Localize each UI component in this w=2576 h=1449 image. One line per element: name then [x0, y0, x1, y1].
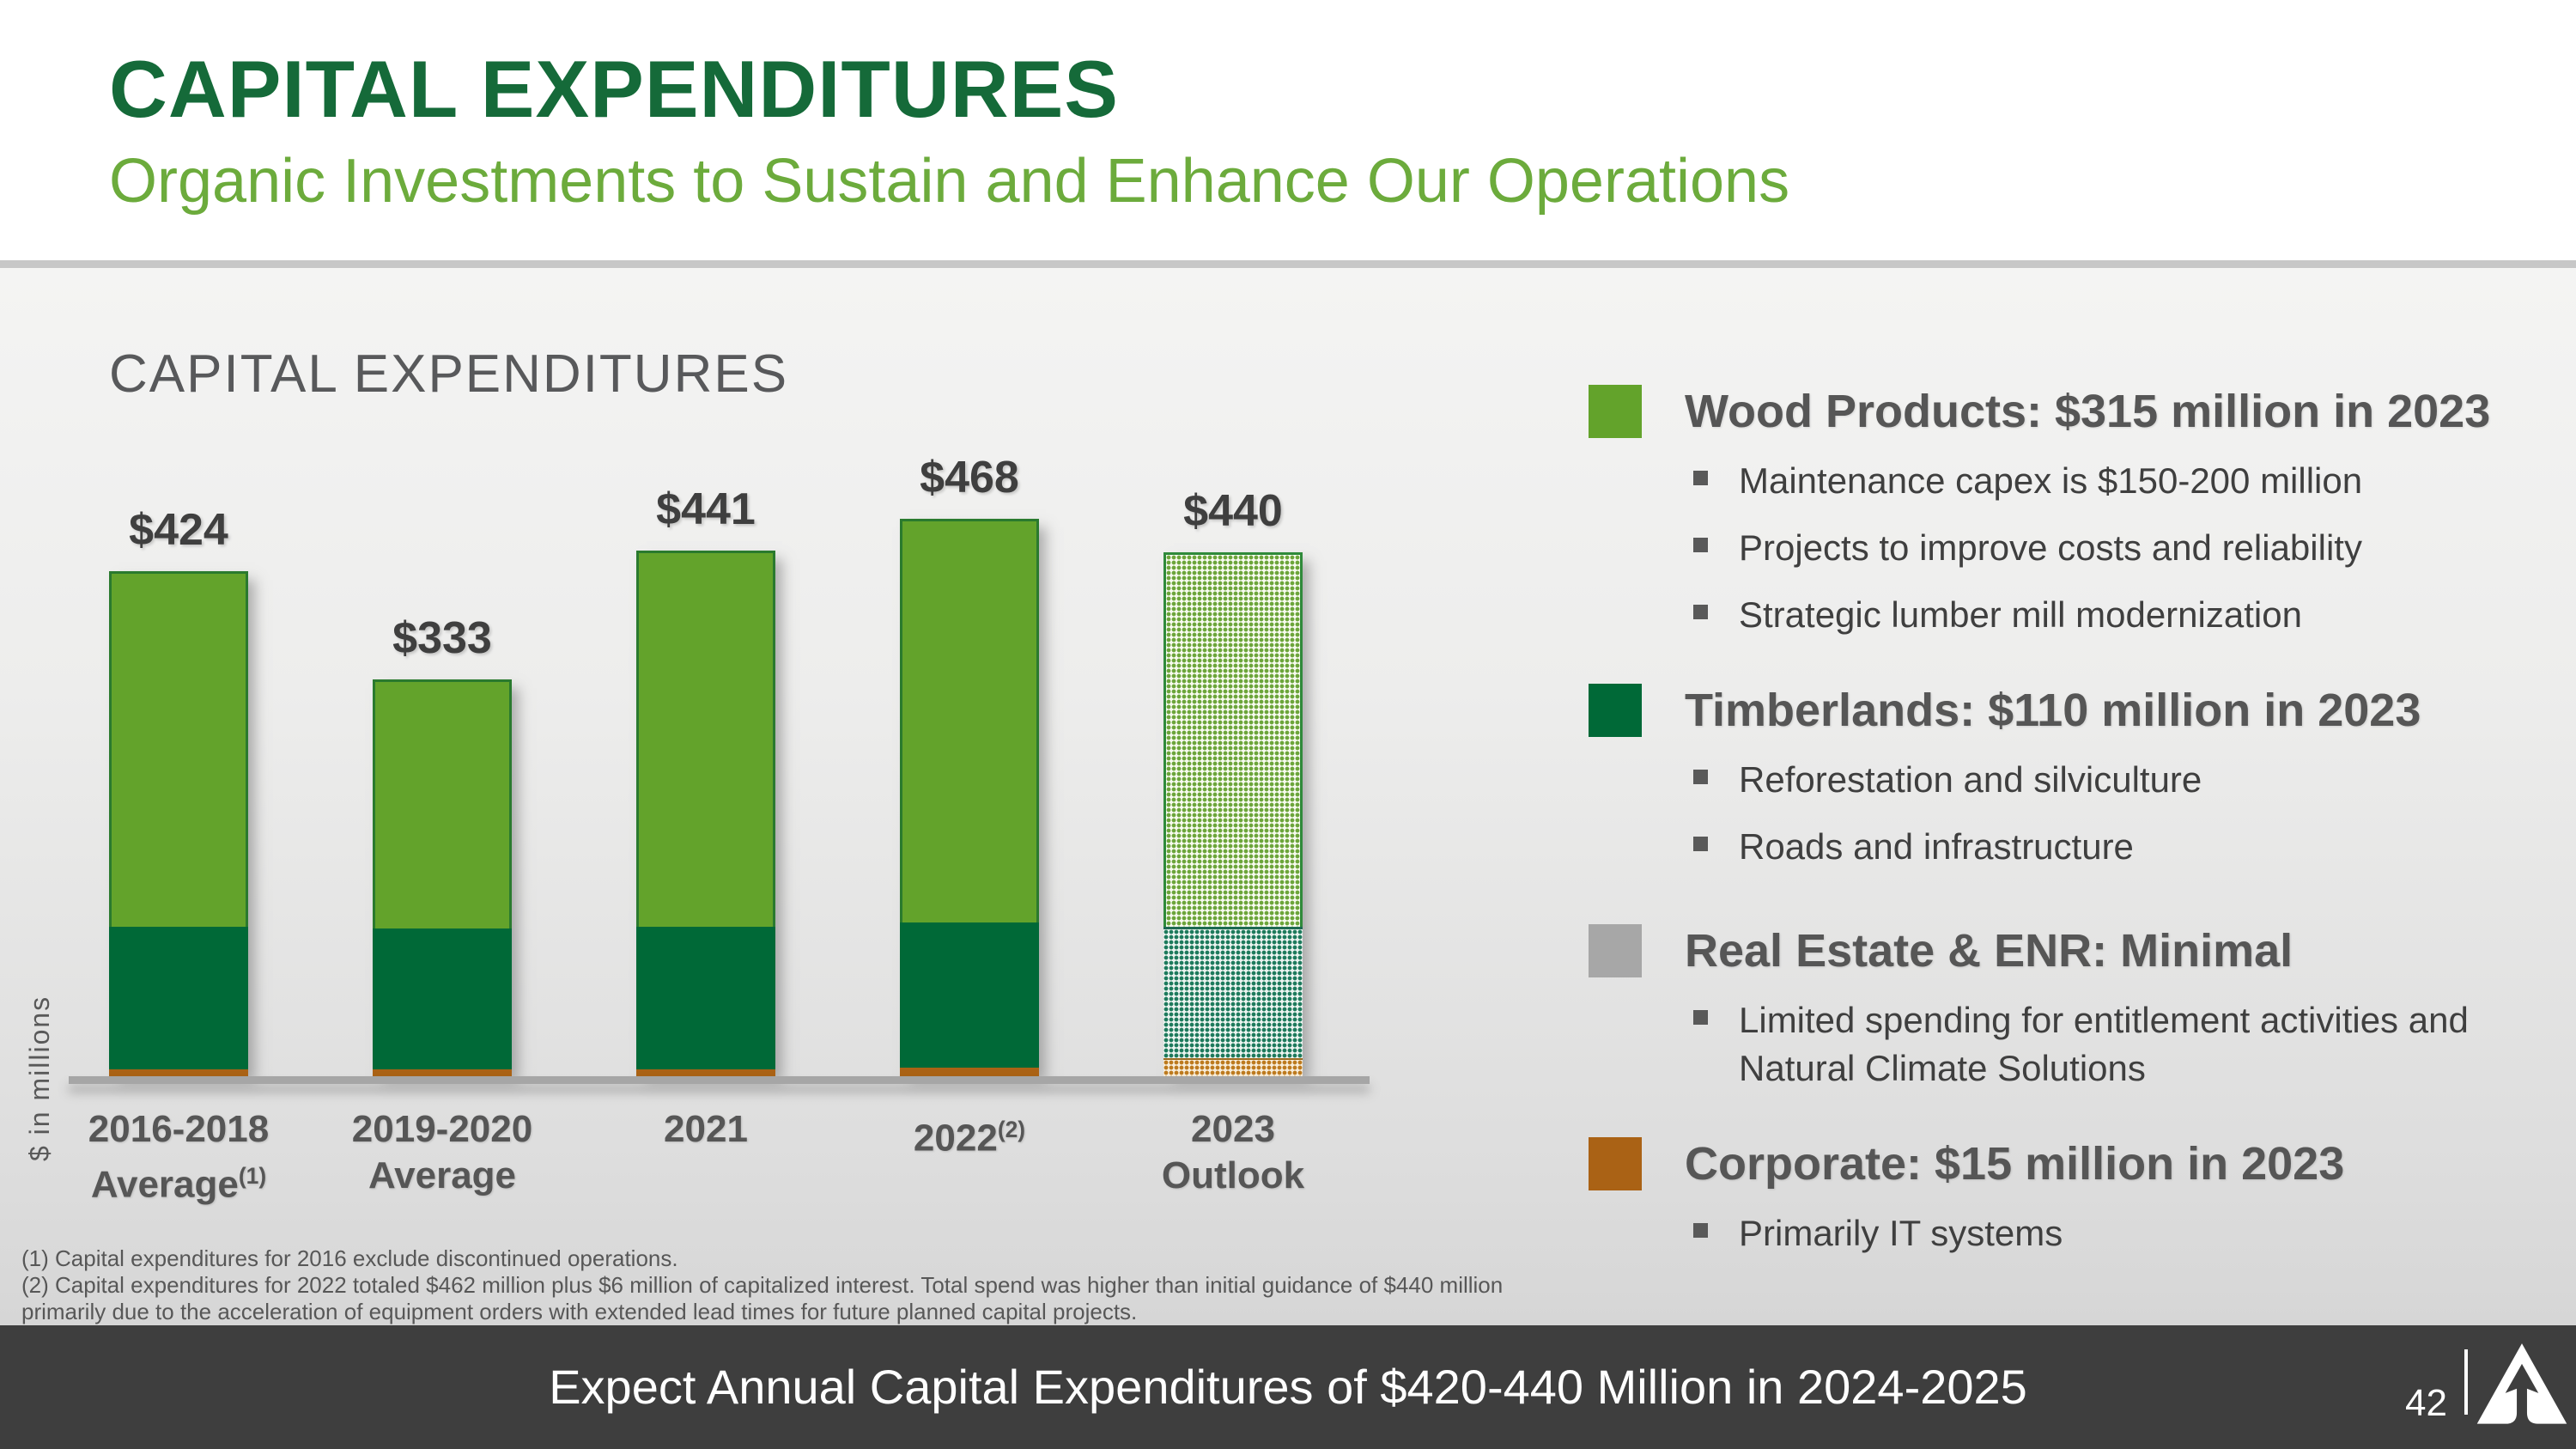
bar-segment-wood-products: [373, 679, 512, 928]
bar-value-label: $440: [1183, 486, 1283, 536]
chart-legend: Wood Products: $315 million in 2023 Main…: [1589, 385, 2576, 1302]
bar-segment-corporate: [109, 1069, 248, 1076]
legend-header: Wood Products: $315 million in 2023: [1685, 386, 2491, 437]
bar-segment-wood-products: [636, 551, 775, 927]
legend-item-real-estate-enr: Real Estate & ENR: Minimal Limited spend…: [1589, 924, 2576, 1093]
page-title: CAPITAL EXPENDITURES: [109, 44, 1119, 134]
bar-segment-timberlands: [109, 927, 248, 1069]
bar-segment-timberlands: [636, 927, 775, 1069]
header-divider: [0, 260, 2576, 268]
legend-item-corporate: Corporate: $15 million in 2023 Primarily…: [1589, 1137, 2576, 1257]
bullet-square-icon: [1693, 1223, 1708, 1238]
timberlands-swatch-icon: [1589, 684, 1642, 737]
real-estate-enr-swatch-icon: [1589, 924, 1642, 977]
bar-value-label: $441: [656, 484, 756, 534]
slide-header: CAPITAL EXPENDITURES Organic Investments…: [0, 0, 2576, 260]
x-axis-label: 2016-2018 Average(1): [88, 1108, 270, 1206]
x-axis-label: 2023 Outlook: [1161, 1108, 1305, 1196]
bar-segment-wood-products: [1163, 552, 1303, 927]
bar-value-label: $333: [392, 613, 492, 663]
wood-products-swatch-icon: [1589, 385, 1642, 438]
bar-value-label: $468: [920, 453, 1019, 502]
bar-segment-wood-products: [900, 519, 1039, 922]
legend-item-wood-products: Wood Products: $315 million in 2023 Main…: [1589, 385, 2576, 639]
footnote-2: (2) Capital expenditures for 2022 totale…: [21, 1272, 1504, 1298]
footnote-1: (1) Capital expenditures for 2016 exclud…: [21, 1245, 678, 1271]
bar-value-label: $424: [129, 505, 228, 555]
chart-title: CAPITAL EXPENDITURES: [109, 344, 789, 404]
bullet-square-icon: [1693, 471, 1708, 485]
bar-segment-timberlands: [373, 928, 512, 1069]
footnotes: (1) Capital expenditures for 2016 exclud…: [21, 1245, 1503, 1325]
x-axis-line: [69, 1076, 1370, 1084]
bar-segment-timberlands: [1163, 927, 1303, 1058]
bullet-square-icon: [1693, 837, 1708, 851]
legend-header: Timberlands: $110 million in 2023: [1685, 685, 2421, 736]
bullet-square-icon: [1693, 605, 1708, 619]
page-subtitle: Organic Investments to Sustain and Enhan…: [109, 147, 1790, 216]
footnote-2-continued: primarily due to the acceleration of equ…: [21, 1299, 1138, 1324]
x-axis-label: 2019-2020 Average: [351, 1108, 533, 1196]
bullet-square-icon: [1693, 538, 1708, 552]
legend-header: Real Estate & ENR: Minimal: [1685, 925, 2293, 977]
legend-bullet: Strategic lumber mill modernization: [1693, 591, 2576, 639]
legend-bullet: Maintenance capex is $150-200 million: [1693, 457, 2576, 505]
bar-segment-wood-products: [109, 571, 248, 927]
footer-banner: Expect Annual Capital Expenditures of $4…: [0, 1325, 2576, 1449]
legend-bullet: Roads and infrastructure: [1693, 823, 2576, 871]
legend-bullet: Primarily IT systems: [1693, 1209, 2576, 1257]
legend-bullet: Projects to improve costs and reliabilit…: [1693, 524, 2576, 572]
bullet-square-icon: [1693, 1010, 1708, 1025]
bar-segment-corporate: [373, 1069, 512, 1076]
banner-takeaway-text: Expect Annual Capital Expenditures of $4…: [549, 1360, 2027, 1414]
bar-segment-corporate: [900, 1068, 1039, 1076]
bullet-square-icon: [1693, 770, 1708, 784]
legend-item-timberlands: Timberlands: $110 million in 2023 Refore…: [1589, 684, 2576, 871]
bar-segment-corporate: [636, 1069, 775, 1076]
corporate-swatch-icon: [1589, 1137, 1642, 1190]
legend-bullet: Reforestation and silviculture: [1693, 756, 2576, 804]
legend-bullet: Limited spending for entitlement activit…: [1693, 996, 2576, 1093]
legend-header: Corporate: $15 million in 2023: [1685, 1138, 2345, 1190]
page-number: 42: [2405, 1382, 2447, 1424]
x-axis-label: 2022(2): [913, 1117, 1026, 1160]
weyerhaeuser-logo-icon: [2476, 1343, 2567, 1424]
x-axis-label: 2021: [664, 1108, 748, 1150]
slide-body: CAPITAL EXPENDITURES $ in millions $424 2…: [0, 268, 2576, 1325]
bar-segment-timberlands: [900, 922, 1039, 1068]
bar-segment-corporate: [1163, 1058, 1303, 1076]
footer-separator: [2464, 1349, 2468, 1415]
